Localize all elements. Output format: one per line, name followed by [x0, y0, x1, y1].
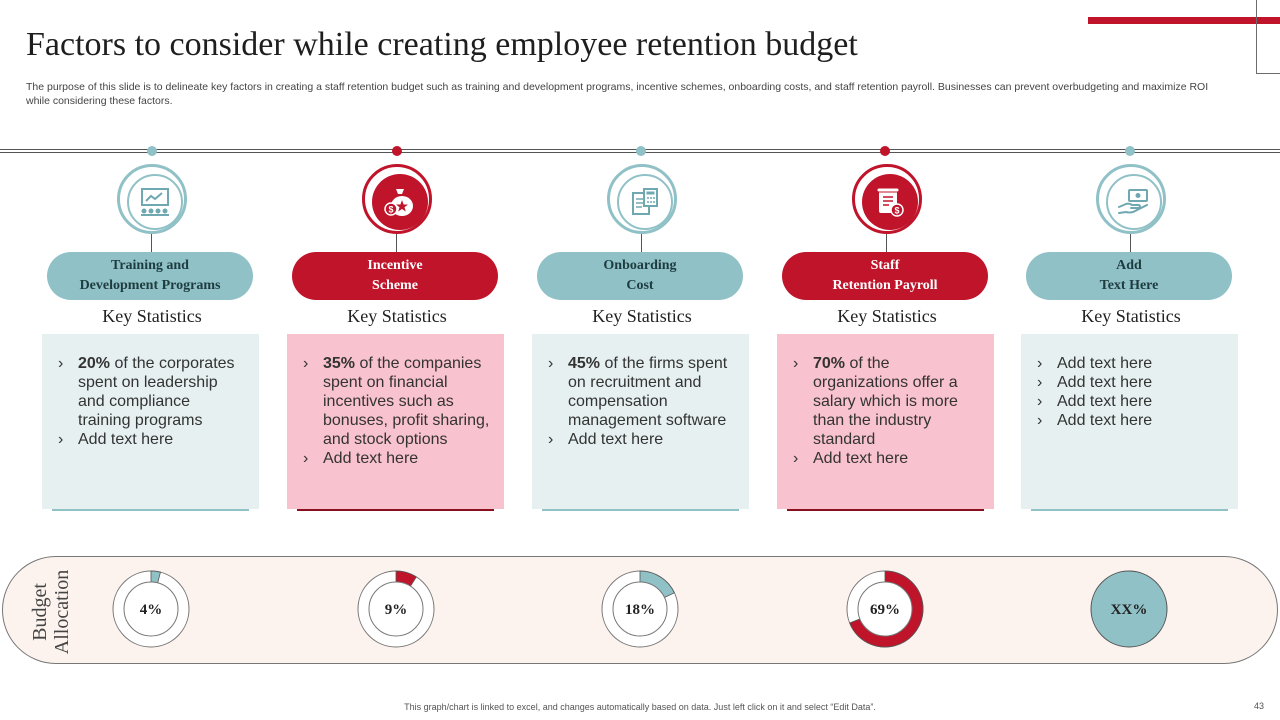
payroll-scroll-icon: $	[876, 187, 904, 217]
budget-donut-payroll: 69%	[846, 570, 924, 648]
page-subtitle: The purpose of this slide is to delineat…	[26, 81, 1209, 107]
donut-value-label: 4%	[140, 602, 163, 618]
page-title: Factors to consider while creating emplo…	[26, 26, 858, 63]
donut-hole	[123, 581, 179, 637]
budget-allocation-label: Budget Allocation	[29, 569, 73, 655]
statistics-card: 20% of the corporates spent on leadershi…	[42, 334, 259, 509]
budget-donut-onboarding: 18%	[601, 570, 679, 648]
key-statistics-heading: Key Statistics	[592, 306, 692, 326]
icon-ring	[1096, 164, 1166, 234]
donut-fill	[1090, 570, 1168, 648]
donut-hole	[368, 581, 424, 637]
list-item: Add text here	[1037, 392, 1224, 411]
list-item: 45% of the firms spent on recruitment an…	[548, 354, 735, 430]
list-item: Add text here	[58, 430, 245, 449]
statistics-card: Add text here Add text here Add text her…	[1021, 334, 1238, 509]
icon-ring	[117, 164, 187, 234]
key-statistics-heading: Key Statistics	[1081, 306, 1181, 326]
key-statistics-heading: Key Statistics	[837, 306, 937, 326]
factor-label: Training and Development Programs	[47, 252, 253, 300]
key-statistics-heading: Key Statistics	[102, 306, 202, 326]
donut-value-label: 18%	[625, 602, 655, 618]
key-statistics-heading: Key Statistics	[347, 306, 447, 326]
svg-text:$: $	[388, 205, 393, 215]
budget-donut-training: 4%	[112, 570, 190, 648]
list-item: 20% of the corporates spent on leadershi…	[58, 354, 245, 430]
page-number: 43	[1253, 701, 1264, 711]
donut-value-label: 9%	[385, 602, 408, 618]
icon-ring: $	[852, 164, 922, 234]
donut-hole	[612, 581, 668, 637]
corner-frame	[1256, 0, 1280, 74]
calculator-document-icon	[632, 188, 658, 215]
list-item: Add text here	[303, 449, 490, 468]
timeline-dot	[392, 146, 402, 156]
hand-cash-icon	[1118, 189, 1148, 214]
statistics-card: 45% of the firms spent on recruitment an…	[532, 334, 749, 509]
factor-label: Add Text Here	[1026, 252, 1232, 300]
factor-label: Incentive Scheme	[292, 252, 498, 300]
money-bag-icon: $	[384, 189, 413, 216]
icon-ring	[607, 164, 677, 234]
timeline-dot	[1125, 146, 1135, 156]
statistics-card: 35% of the companies spent on financial …	[287, 334, 504, 509]
list-item: Add text here	[1037, 354, 1224, 373]
presentation-icon	[141, 188, 169, 216]
timeline-dot	[636, 146, 646, 156]
donut-hole	[857, 581, 913, 637]
list-item: 70% of the organizations offer a salary …	[793, 354, 980, 449]
list-item: Add text here	[793, 449, 980, 468]
list-item: 35% of the companies spent on financial …	[303, 354, 490, 449]
factor-label: Staff Retention Payroll	[782, 252, 988, 300]
list-item: Add text here	[1037, 373, 1224, 392]
statistics-card: 70% of the organizations offer a salary …	[777, 334, 994, 509]
timeline-dot	[880, 146, 890, 156]
list-item: Add text here	[1037, 411, 1224, 430]
svg-text:$: $	[894, 206, 899, 216]
accent-bar	[1088, 17, 1280, 24]
factor-label: Onboarding Cost	[537, 252, 743, 300]
budget-donut-incentive: 9%	[357, 570, 435, 648]
icon-ring: $	[362, 164, 432, 234]
list-item: Add text here	[548, 430, 735, 449]
footer-note: This graph/chart is linked to excel, and…	[404, 702, 876, 712]
timeline-dot	[147, 146, 157, 156]
budget-donut-add-text: XX%	[1090, 570, 1168, 648]
donut-value-label: XX%	[1111, 602, 1148, 618]
donut-value-label: 69%	[870, 602, 900, 618]
